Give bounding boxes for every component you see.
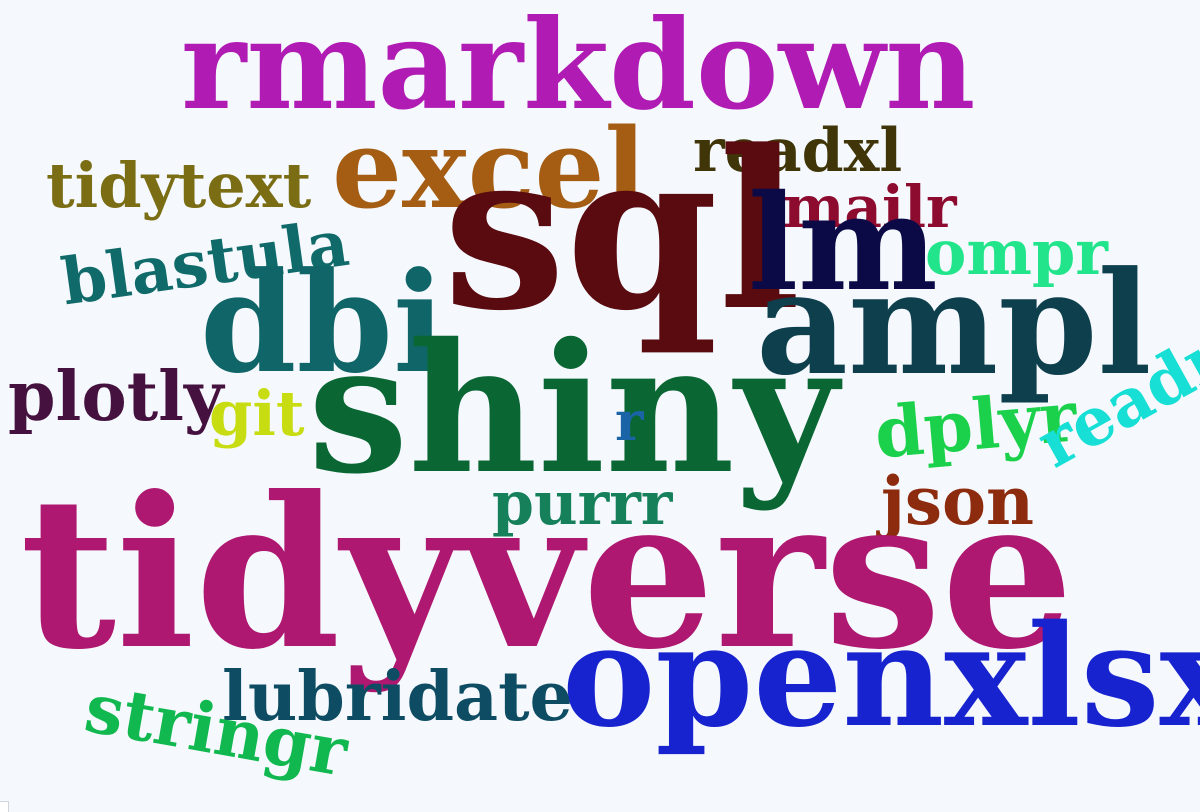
word-readxl: readxl [693,116,903,186]
word-json: json [881,462,1035,540]
word-tidytext: tidytext [46,149,312,222]
word-mailr: mailr [783,173,957,241]
word-lm: lm [748,166,938,321]
word-r: r [615,389,644,453]
word-ompr: ompr [925,216,1108,289]
word-purrr: purrr [492,469,673,539]
word-sql: sql [443,103,801,359]
word-lubridate: lubridate [222,657,573,737]
word-dbi: dbi [200,241,446,404]
word-plotly: plotly [8,357,224,437]
word-openxlsx: openxlsx [562,595,1200,759]
word-excel: excel [332,104,647,233]
corner-mark [0,801,9,812]
word-git: git [209,377,305,450]
word-rmarkdown: rmarkdown [181,0,976,138]
word-ampl: ampl [756,241,1152,407]
word-tidyverse: tidyverse [20,452,1074,696]
word-shiny: shiny [308,304,839,513]
